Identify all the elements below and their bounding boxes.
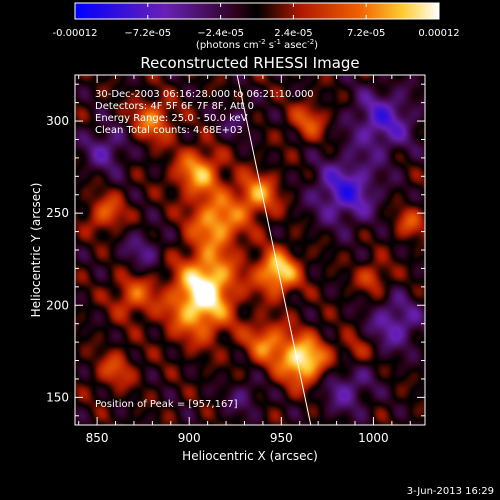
y-tick-label: 150: [46, 390, 69, 404]
info-line-time: 30-Dec-2003 06:16:28.000 to 06:21:10.000: [95, 89, 314, 100]
x-axis-label: Heliocentric X (arcsec): [182, 449, 318, 463]
y-tick-label: 250: [46, 206, 69, 220]
info-line-energy: Energy Range: 25.0 - 50.0 keV: [95, 113, 248, 124]
limb-line: [236, 75, 312, 425]
y-axis-label: Heliocentric Y (arcsec): [29, 183, 43, 318]
colorbar-tick-label: −7.2e-05: [124, 28, 171, 39]
colorbar-tick-label: −2.4e-05: [197, 28, 244, 39]
chart-title: Reconstructed RHESSI Image: [140, 54, 359, 72]
colorbar-tick-label: 2.4e-05: [274, 28, 312, 39]
info-line-counts: Clean Total counts: 4.68E+03: [95, 125, 243, 136]
peak-position-label: Position of Peak = [957,167]: [95, 399, 238, 410]
x-tick-label: 1000: [358, 431, 389, 445]
x-tick-label: 950: [270, 431, 293, 445]
y-tick-label: 300: [46, 114, 69, 128]
y-axis-ticks: 150 200 250 300: [46, 83, 425, 417]
colorbar-unit-label: (photons cm-2 s-1 asec-2): [196, 38, 318, 51]
y-tick-label: 200: [46, 298, 69, 312]
colorbar-ticks: -0.00012 −7.2e-05 −2.4e-05 2.4e-05 7.2e-05 0.…: [53, 3, 460, 39]
footer-timestamp: 3-Jun-2013 16:29: [407, 486, 494, 497]
heatmap-image: [75, 75, 425, 425]
colorbar-tick-label: 7.2e-05: [347, 28, 385, 39]
colorbar-tick-label: -0.00012: [53, 28, 98, 39]
x-tick-label: 900: [178, 431, 201, 445]
x-tick-label: 850: [86, 431, 109, 445]
x-axis-ticks: 850 900 950 1000: [78, 75, 411, 445]
colorbar-tick-label: 0.00012: [418, 28, 459, 39]
colorbar: [74, 2, 440, 20]
info-line-detectors: Detectors: 4F 5F 6F 7F 8F, Att 0: [95, 101, 254, 112]
